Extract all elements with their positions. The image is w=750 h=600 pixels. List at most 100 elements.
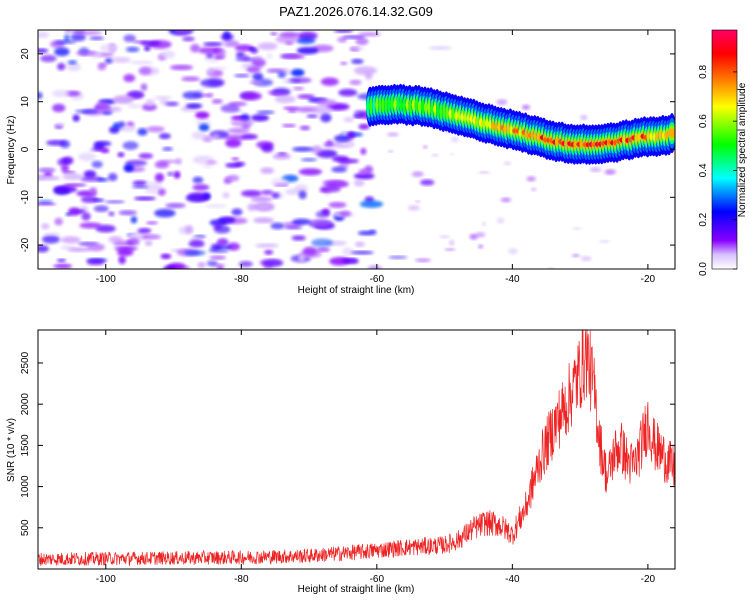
noise-blob bbox=[38, 91, 43, 100]
noise-blob bbox=[60, 236, 81, 244]
noise-blob bbox=[108, 236, 123, 243]
noise-blob bbox=[127, 103, 142, 109]
noise-blob bbox=[298, 254, 306, 263]
noise-blob bbox=[240, 189, 262, 197]
noise-blob bbox=[56, 258, 67, 263]
noise-blob bbox=[140, 40, 161, 46]
noise-blob bbox=[444, 248, 456, 251]
noise-blob bbox=[272, 153, 292, 160]
colorbar-tick-label: 0.0 bbox=[698, 262, 709, 276]
spectrogram-y-tick-label: -20 bbox=[20, 237, 31, 252]
noise-blob bbox=[283, 106, 300, 110]
noise-blob bbox=[165, 202, 186, 209]
noise-blob bbox=[349, 79, 362, 86]
noise-blob bbox=[86, 259, 105, 266]
noise-blob bbox=[292, 146, 314, 152]
noise-blob bbox=[292, 86, 305, 91]
noise-blob bbox=[54, 122, 65, 127]
noise-blob bbox=[231, 157, 240, 161]
noise-blob bbox=[256, 110, 275, 115]
noise-blob bbox=[281, 54, 306, 59]
noise-blob bbox=[122, 141, 139, 150]
noise-blob bbox=[284, 226, 303, 230]
noise-blob bbox=[250, 114, 270, 122]
noise-blob bbox=[209, 219, 228, 227]
noise-blob bbox=[269, 91, 288, 96]
noise-blob bbox=[160, 253, 172, 260]
noise-blob bbox=[206, 260, 219, 267]
noise-blob bbox=[223, 30, 231, 40]
spectrogram-y-ticks: -20 -10 0 10 20 bbox=[20, 48, 675, 252]
noise-blob bbox=[354, 241, 365, 247]
noise-blob bbox=[353, 172, 375, 180]
noise-blob bbox=[63, 34, 70, 42]
noise-blob bbox=[227, 128, 251, 133]
noise-blob bbox=[163, 265, 177, 269]
noise-blob bbox=[337, 36, 348, 43]
noise-blob bbox=[167, 171, 174, 177]
noise-blob bbox=[248, 47, 255, 51]
noise-blob bbox=[192, 176, 204, 184]
spectrogram-y-tick-label: 10 bbox=[20, 96, 31, 108]
snr-x-ticks: -100 -80 -60 -40 -20 bbox=[96, 330, 656, 585]
noise-blob bbox=[160, 50, 175, 59]
noise-blob bbox=[264, 249, 274, 255]
noise-blob bbox=[275, 35, 299, 44]
noise-blob bbox=[316, 149, 338, 158]
noise-blob bbox=[173, 30, 195, 34]
noise-blob bbox=[158, 133, 171, 140]
noise-blob bbox=[247, 203, 257, 212]
noise-blob bbox=[271, 192, 280, 199]
noise-blob bbox=[57, 158, 69, 166]
noise-blob bbox=[100, 148, 110, 154]
noise-blob bbox=[233, 73, 250, 78]
noise-blob bbox=[296, 37, 316, 45]
noise-blob bbox=[449, 153, 455, 156]
noise-blob bbox=[580, 256, 592, 262]
noise-blob bbox=[571, 253, 580, 258]
noise-blob bbox=[240, 91, 262, 101]
noise-blob bbox=[316, 98, 337, 107]
noise-blob bbox=[52, 103, 66, 113]
noise-blob bbox=[203, 42, 223, 47]
noise-blob bbox=[118, 255, 126, 265]
noise-blob bbox=[350, 250, 374, 255]
noise-blob bbox=[154, 173, 165, 183]
noise-blob bbox=[53, 185, 78, 193]
noise-blob bbox=[226, 174, 240, 182]
noise-blob bbox=[439, 235, 450, 239]
noise-blob bbox=[210, 66, 228, 70]
colorbar-tick-label: 0.6 bbox=[698, 114, 709, 128]
noise-blob bbox=[230, 118, 254, 128]
noise-blob bbox=[93, 205, 109, 213]
colorbar-ticks: 0.0 0.2 0.4 0.6 0.8 bbox=[698, 64, 737, 276]
noise-blob bbox=[153, 95, 173, 100]
noise-blob bbox=[266, 68, 287, 73]
spectrogram-x-tick-label: -80 bbox=[234, 274, 249, 285]
noise-blob bbox=[322, 179, 346, 187]
noise-blob bbox=[86, 243, 105, 252]
noise-blob bbox=[141, 103, 157, 111]
noise-blob bbox=[420, 179, 435, 186]
noise-blob bbox=[343, 116, 355, 123]
noise-blob bbox=[260, 189, 274, 195]
noise-blob bbox=[107, 173, 118, 182]
spectrogram-x-tick-label: -100 bbox=[96, 274, 116, 285]
noise-blob bbox=[257, 42, 278, 51]
noise-blob bbox=[353, 179, 365, 187]
noise-blob bbox=[270, 177, 289, 187]
noise-blob bbox=[169, 64, 194, 71]
noise-blob bbox=[188, 240, 205, 248]
noise-blob bbox=[181, 76, 201, 82]
noise-blob bbox=[72, 114, 80, 122]
noise-blob bbox=[66, 62, 82, 72]
noise-blob bbox=[253, 217, 275, 224]
noise-blob bbox=[605, 169, 617, 175]
noise-blob bbox=[262, 259, 284, 267]
noise-blob bbox=[200, 78, 224, 88]
noise-blob bbox=[415, 258, 431, 263]
noise-blob bbox=[255, 243, 279, 248]
noise-blob bbox=[95, 101, 109, 110]
colorbar-tick-label: 0.8 bbox=[698, 64, 709, 78]
noise-blob bbox=[127, 90, 144, 99]
